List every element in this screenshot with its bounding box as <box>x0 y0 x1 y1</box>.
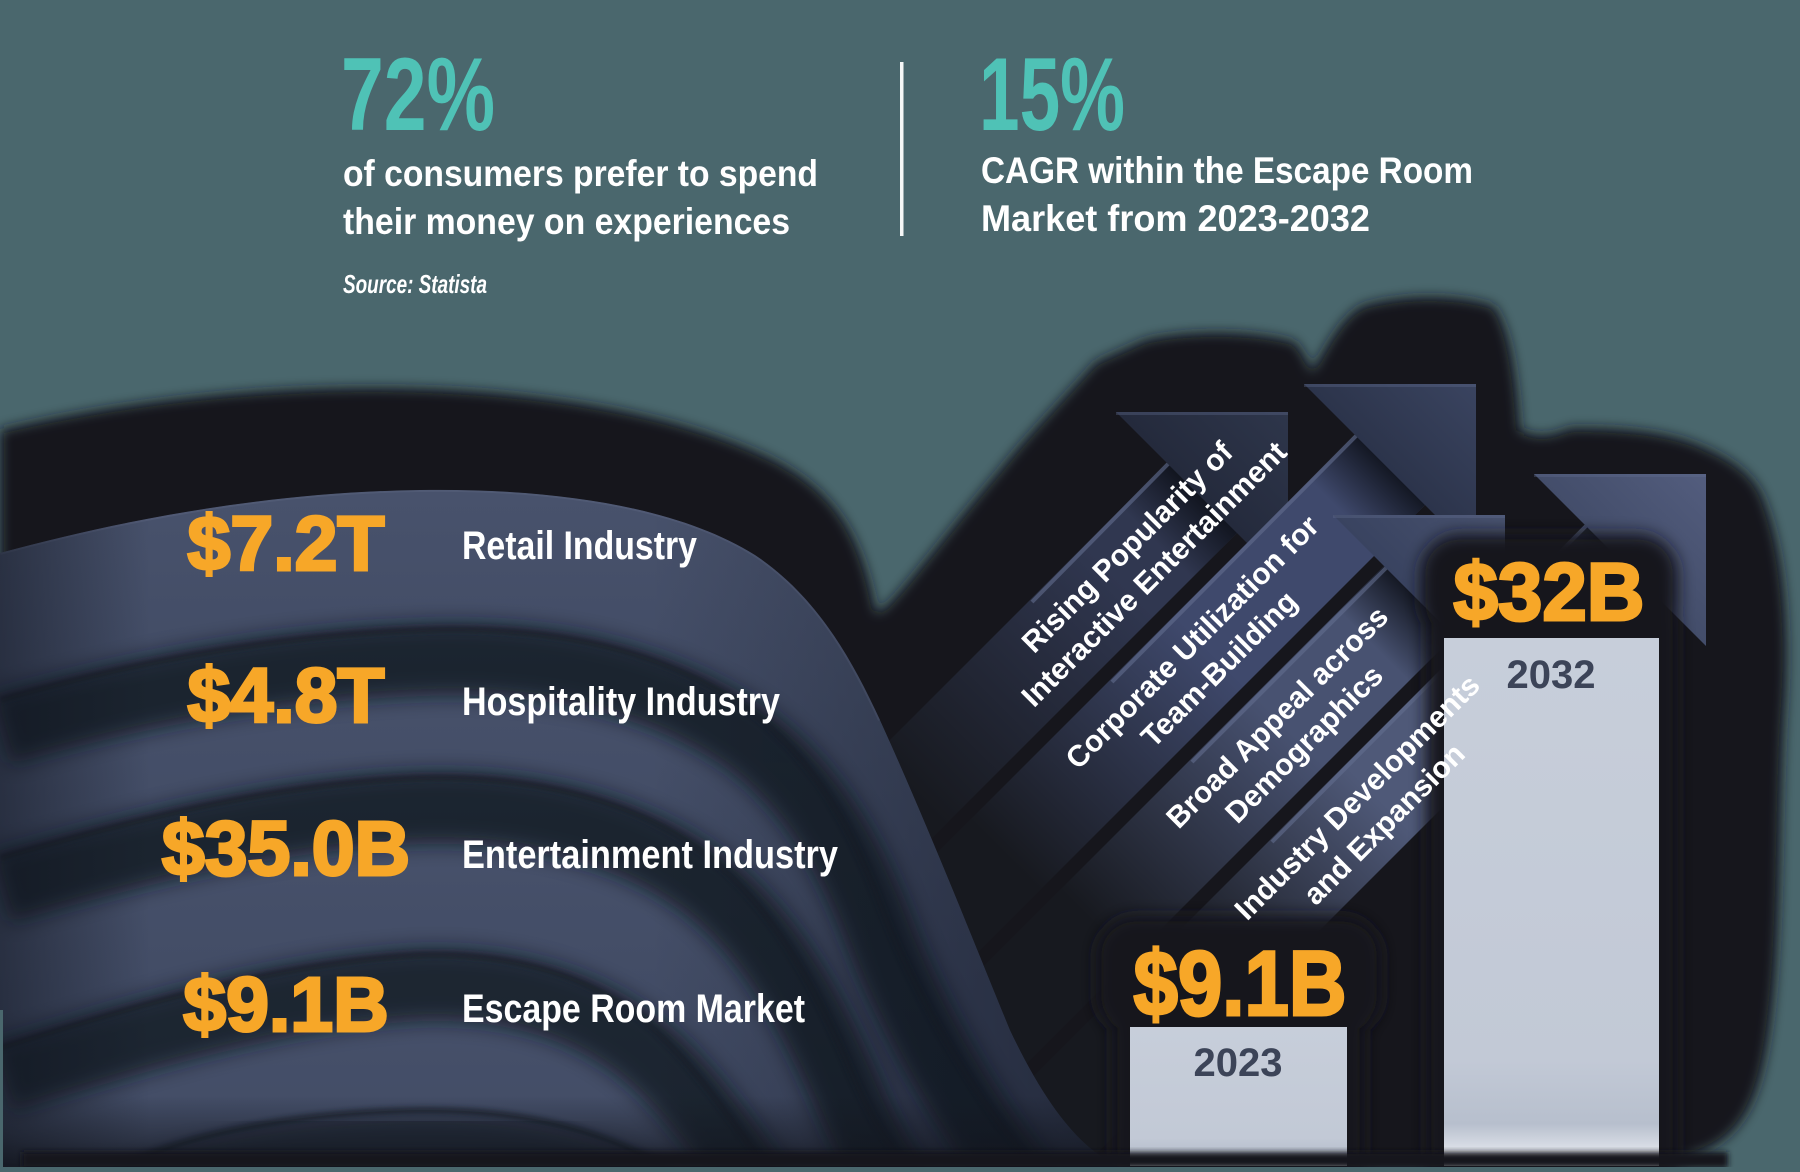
svg-text:$35.0B: $35.0B <box>162 806 410 892</box>
svg-text:15%: 15% <box>979 37 1125 153</box>
svg-text:of consumers prefer to spend: of consumers prefer to spend <box>343 153 818 194</box>
svg-text:$7.2T: $7.2T <box>188 501 385 587</box>
svg-text:$9.1B: $9.1B <box>1134 933 1347 1035</box>
svg-text:CAGR within the Escape Room: CAGR within the Escape Room <box>981 150 1473 191</box>
svg-text:Source: Statista: Source: Statista <box>343 269 487 299</box>
svg-text:their money on experiences: their money on experiences <box>343 201 790 242</box>
svg-text:Escape Room Market: Escape Room Market <box>462 987 805 1031</box>
svg-text:72%: 72% <box>341 37 495 153</box>
svg-text:2023: 2023 <box>1194 1041 1283 1085</box>
svg-text:Entertainment Industry: Entertainment Industry <box>462 833 839 877</box>
svg-text:$9.1B: $9.1B <box>183 962 388 1048</box>
svg-text:Market from 2023-2032: Market from 2023-2032 <box>981 198 1370 239</box>
svg-text:2032: 2032 <box>1507 653 1596 697</box>
svg-text:Retail Industry: Retail Industry <box>462 524 698 568</box>
svg-text:Hospitality Industry: Hospitality Industry <box>462 680 781 724</box>
svg-text:$32B: $32B <box>1454 547 1645 638</box>
svg-text:$4.8T: $4.8T <box>188 653 385 739</box>
